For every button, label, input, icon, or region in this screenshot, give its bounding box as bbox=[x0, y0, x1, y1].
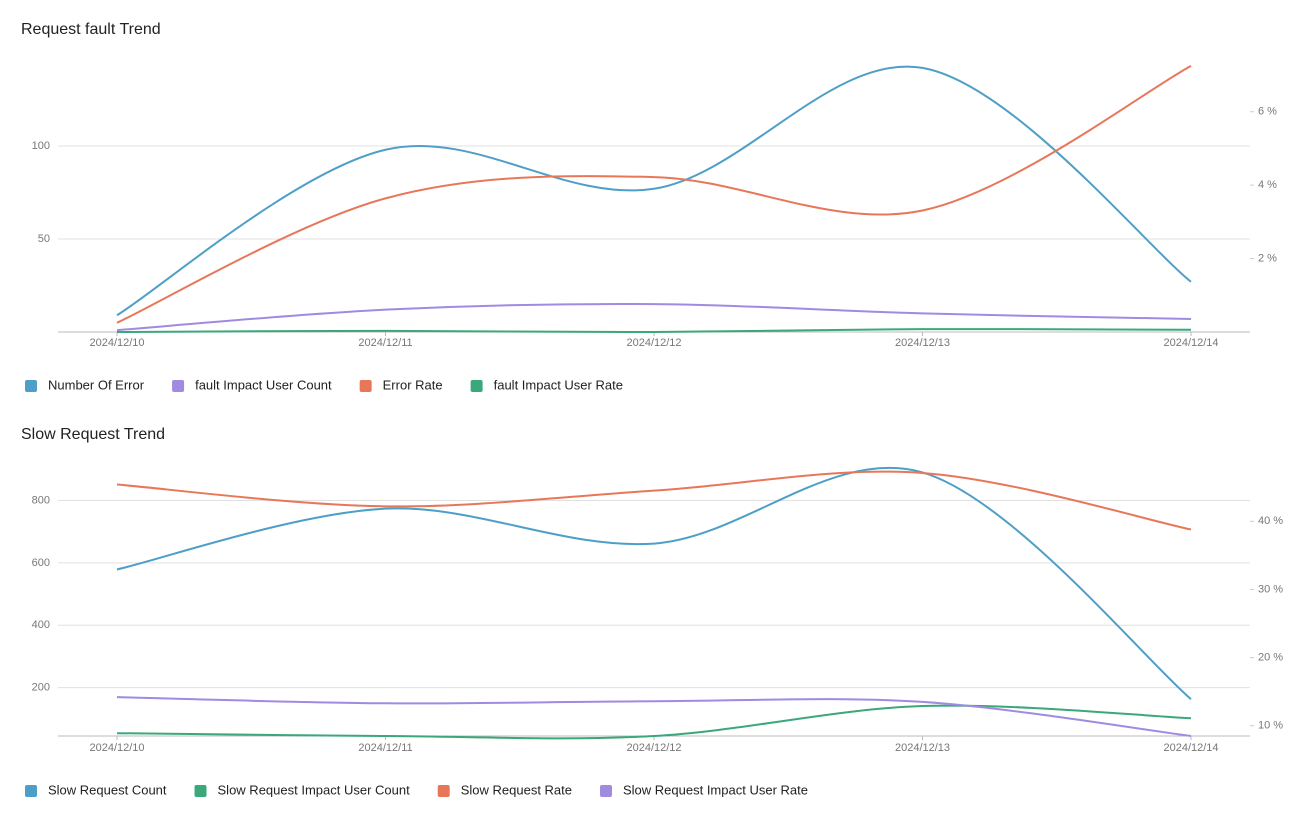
series-line bbox=[116, 470, 1192, 531]
legend-swatch bbox=[25, 785, 37, 797]
x-tick-label: 2024/12/10 bbox=[89, 742, 144, 754]
y-tick-label: 600 bbox=[32, 557, 50, 569]
legend-swatch bbox=[437, 785, 450, 797]
x-tick-label: 2024/12/12 bbox=[626, 742, 681, 754]
legend-label: Error Rate bbox=[383, 377, 443, 392]
series-line bbox=[116, 64, 1192, 324]
legend-label: fault Impact User Count bbox=[195, 377, 332, 392]
legend-label: Slow Request Rate bbox=[461, 782, 572, 797]
x-tick-label: 2024/12/11 bbox=[358, 337, 412, 349]
x-tick-label: 2024/12/12 bbox=[626, 337, 681, 349]
legend-swatch bbox=[172, 380, 185, 392]
legend-label: Slow Request Impact User Rate bbox=[623, 782, 808, 797]
x-tick-label: 2024/12/10 bbox=[89, 337, 144, 349]
chart-title: Request fault Trend bbox=[21, 21, 161, 38]
y2-tick-label: 40 % bbox=[1258, 515, 1283, 527]
legend-swatch bbox=[470, 380, 483, 392]
y2-tick-label: 6 % bbox=[1258, 106, 1277, 118]
series-line bbox=[116, 302, 1192, 332]
y2-tick-label: 20 % bbox=[1258, 652, 1283, 664]
x-tick-label: 2024/12/14 bbox=[1163, 742, 1218, 754]
legend-label: Slow Request Impact User Count bbox=[218, 782, 411, 797]
legend-swatch bbox=[194, 785, 207, 797]
series-line bbox=[116, 327, 1192, 334]
x-tick-label: 2024/12/14 bbox=[1163, 337, 1218, 349]
series-line bbox=[116, 704, 1192, 740]
y-tick-label: 50 bbox=[38, 233, 50, 245]
legend-swatch bbox=[359, 380, 372, 392]
legend-label: Slow Request Count bbox=[48, 782, 167, 797]
x-tick-label: 2024/12/13 bbox=[895, 337, 950, 349]
y-tick-label: 200 bbox=[32, 682, 50, 694]
y-tick-label: 800 bbox=[32, 494, 50, 506]
legend-label: fault Impact User Rate bbox=[494, 377, 623, 392]
legend-label: Number Of Error bbox=[48, 377, 145, 392]
series-line bbox=[116, 696, 1192, 737]
y2-tick-label: 4 % bbox=[1258, 179, 1277, 191]
legend-swatch bbox=[25, 380, 37, 392]
chart-title: Slow Request Trend bbox=[21, 426, 165, 443]
series-line bbox=[116, 466, 1192, 700]
x-tick-label: 2024/12/13 bbox=[895, 742, 950, 754]
y2-tick-label: 30 % bbox=[1258, 583, 1283, 595]
y-tick-label: 100 bbox=[32, 140, 50, 152]
y2-tick-label: 10 % bbox=[1258, 720, 1283, 732]
y-tick-label: 400 bbox=[32, 619, 50, 631]
y2-tick-label: 2 % bbox=[1258, 252, 1277, 264]
legend-swatch bbox=[600, 785, 612, 797]
series-line bbox=[116, 65, 1192, 317]
x-tick-label: 2024/12/11 bbox=[358, 742, 412, 754]
